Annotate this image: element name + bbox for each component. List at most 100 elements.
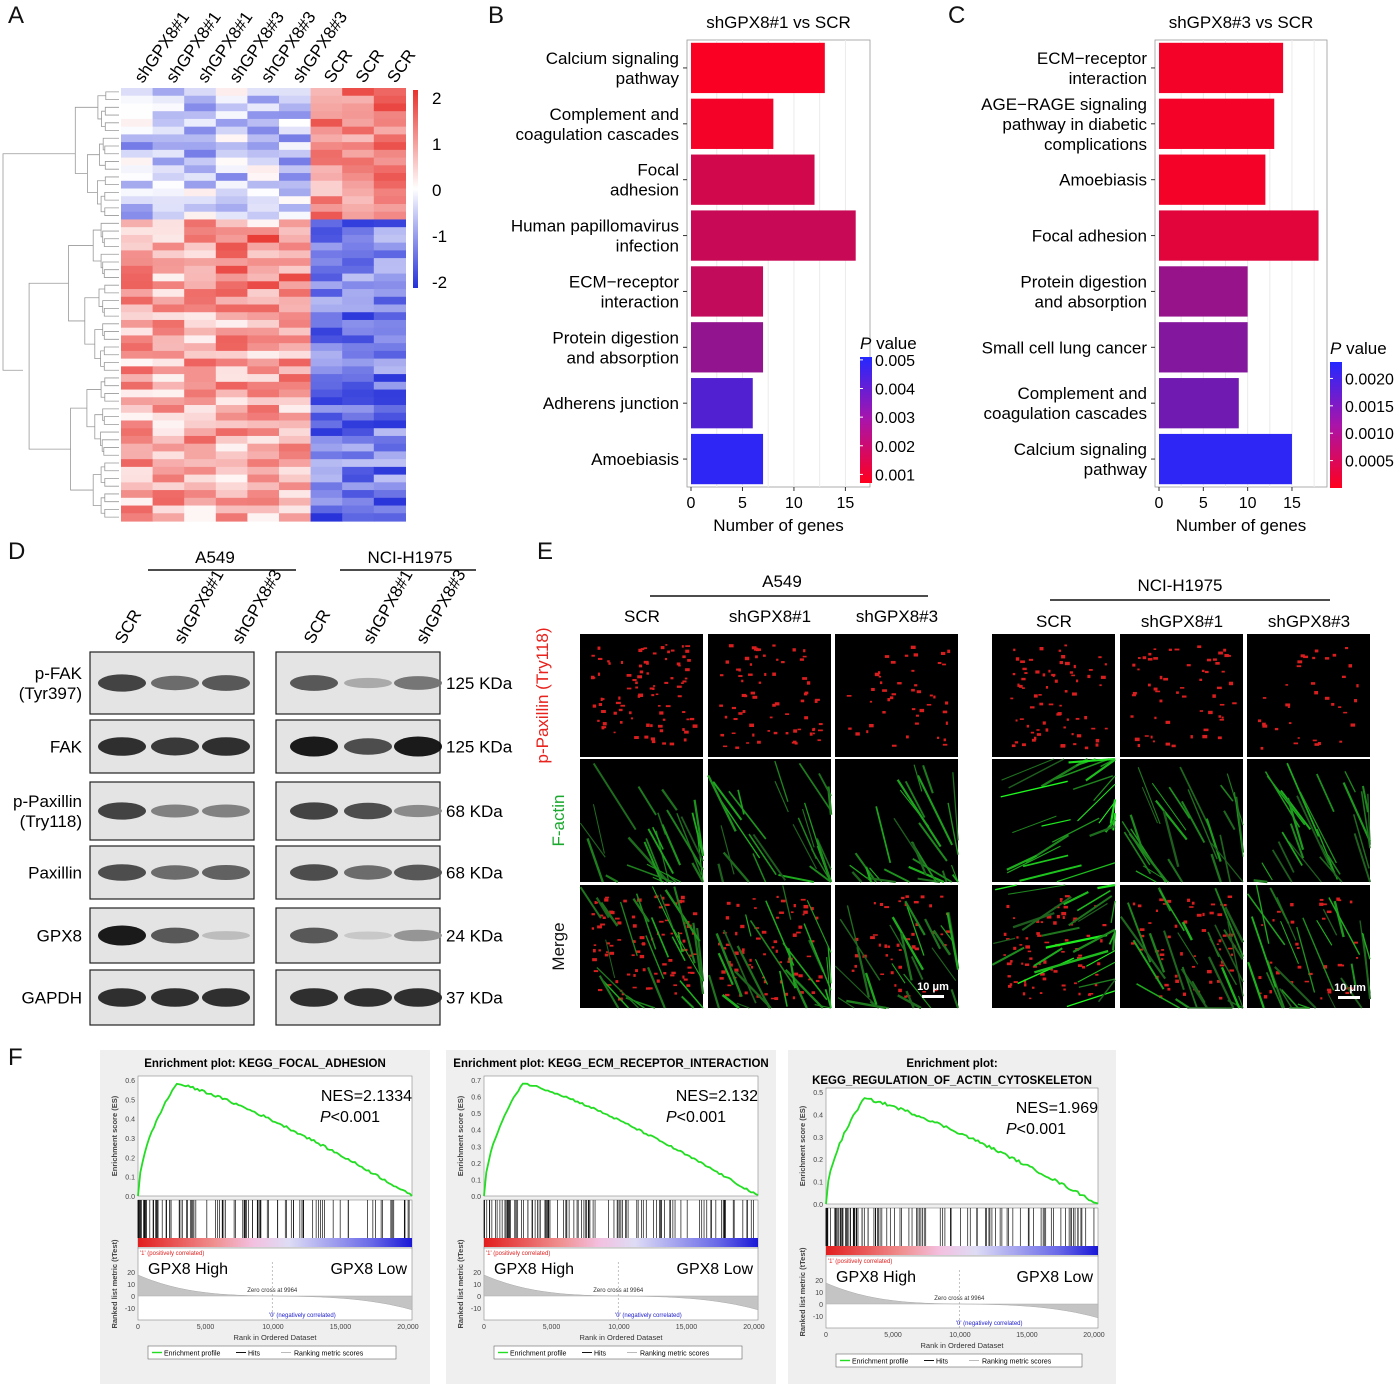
protein-band bbox=[290, 802, 338, 820]
focal-adhesion-spot bbox=[879, 902, 884, 907]
actin-fiber bbox=[940, 925, 954, 943]
actin-fiber bbox=[1210, 853, 1222, 883]
heatmap-cell bbox=[373, 366, 406, 375]
heatmap-cell bbox=[247, 157, 280, 166]
heatmap-cell bbox=[215, 497, 248, 507]
protein-band bbox=[344, 802, 392, 820]
heatmap-cell bbox=[373, 173, 406, 182]
bar bbox=[1159, 154, 1266, 205]
heatmap-cell bbox=[247, 482, 280, 491]
heatmap-cell bbox=[342, 358, 375, 367]
colorbar-tick-label: 0.0010 bbox=[1345, 426, 1394, 443]
focal-adhesion-spot bbox=[750, 691, 756, 695]
heatmap-cell bbox=[310, 180, 343, 190]
focal-adhesion-spot bbox=[684, 730, 689, 734]
heatmap-cell bbox=[215, 435, 248, 445]
actin-fiber bbox=[1322, 908, 1338, 936]
dendrogram-branch bbox=[92, 474, 102, 506]
actin-fiber bbox=[931, 947, 957, 982]
heatmap-cell bbox=[247, 289, 280, 298]
heatmap-cell bbox=[184, 435, 217, 445]
focal-adhesion-spot bbox=[1161, 949, 1165, 951]
high-group-label: GPX8 High bbox=[494, 1261, 574, 1278]
panel-label-f: F bbox=[8, 1044, 23, 1071]
actin-fiber bbox=[1119, 915, 1167, 980]
actin-fiber bbox=[707, 774, 737, 832]
positive-label: '1' (positively correlated) bbox=[486, 1251, 550, 1257]
heatmap-cell bbox=[342, 250, 375, 259]
focal-adhesion-spot bbox=[1150, 735, 1153, 739]
actin-fiber bbox=[635, 893, 657, 950]
focal-adhesion-spot bbox=[1015, 657, 1020, 661]
focal-adhesion-spot bbox=[618, 708, 623, 712]
actin-fiber bbox=[1191, 980, 1206, 1004]
heatmap-cell bbox=[121, 304, 154, 313]
focal-adhesion-spot bbox=[790, 911, 794, 914]
focal-adhesion-spot bbox=[607, 660, 610, 663]
focal-adhesion-spot bbox=[1012, 672, 1016, 676]
heatmap-cell bbox=[152, 397, 185, 406]
focal-adhesion-spot bbox=[591, 677, 596, 679]
heatmap-cell bbox=[152, 490, 185, 499]
focal-adhesion-spot bbox=[1059, 898, 1063, 901]
focal-adhesion-spot bbox=[891, 693, 896, 696]
nes-value: NES=1.969 bbox=[1016, 1100, 1098, 1117]
focal-adhesion-spot bbox=[646, 672, 649, 675]
focal-adhesion-spot bbox=[741, 693, 747, 697]
category-label: coagulation cascades bbox=[515, 125, 679, 144]
actin-fiber bbox=[717, 863, 725, 883]
heatmap-cell bbox=[247, 196, 280, 205]
actin-fiber bbox=[1209, 938, 1238, 986]
actin-fiber bbox=[691, 862, 704, 883]
heatmap-cell bbox=[310, 381, 343, 391]
focal-adhesion-spot bbox=[1314, 649, 1319, 653]
heatmap-cell bbox=[373, 88, 406, 97]
heatmap-cell bbox=[342, 389, 375, 398]
focal-adhesion-spot bbox=[738, 712, 743, 715]
heatmap-colorbar-tick: -1 bbox=[432, 227, 447, 246]
focal-adhesion-spot bbox=[798, 925, 803, 929]
focal-adhesion-spot bbox=[1057, 712, 1062, 716]
dendrogram-branch bbox=[100, 253, 119, 269]
category-label: pathway bbox=[1084, 460, 1148, 479]
actin-fiber bbox=[1077, 783, 1116, 822]
focal-adhesion-spot bbox=[748, 673, 753, 676]
focal-adhesion-spot bbox=[736, 903, 740, 907]
focal-adhesion-spot bbox=[1104, 727, 1108, 730]
es-y-tick-label: 0.6 bbox=[471, 1095, 481, 1102]
es-plot-area bbox=[825, 1087, 1099, 1205]
heatmap-cell bbox=[184, 134, 217, 143]
focal-adhesion-spot bbox=[1031, 738, 1036, 742]
heatmap-cell bbox=[279, 381, 312, 391]
focal-adhesion-spot bbox=[762, 654, 766, 657]
actin-fiber bbox=[1286, 762, 1320, 837]
heatmap-cell bbox=[373, 397, 406, 406]
focal-adhesion-spot bbox=[643, 647, 648, 650]
es-y-tick-label: 0.1 bbox=[471, 1177, 481, 1184]
focal-adhesion-spot bbox=[1051, 673, 1056, 677]
actin-fiber bbox=[1155, 799, 1188, 841]
focal-adhesion-spot bbox=[874, 672, 880, 677]
dendrogram-branch bbox=[103, 447, 119, 456]
scale-bar-label: 10 μm bbox=[917, 981, 949, 993]
heatmap-a: shGPX8#1shGPX8#1shGPX8#1shGPX8#3shGPX8#3… bbox=[2, 8, 447, 522]
focal-adhesion-spot bbox=[911, 688, 915, 692]
actin-fiber bbox=[827, 946, 832, 984]
dendrogram-branch bbox=[104, 393, 119, 402]
es-plot-area bbox=[483, 1075, 759, 1197]
focal-adhesion-spot bbox=[1007, 975, 1011, 978]
focal-adhesion-spot bbox=[740, 924, 745, 929]
focal-adhesion-spot bbox=[632, 924, 637, 928]
rank-y-tick-label: 0 bbox=[477, 1294, 481, 1301]
heatmap-cell bbox=[310, 482, 343, 491]
focal-adhesion-spot bbox=[1019, 718, 1024, 720]
focal-adhesion-spot bbox=[896, 943, 900, 947]
heatmap-cell bbox=[184, 412, 217, 422]
focal-adhesion-spot bbox=[764, 993, 768, 996]
heatmap-cell bbox=[373, 142, 406, 151]
heatmap-cell bbox=[215, 420, 248, 429]
heatmap-cell bbox=[215, 350, 248, 360]
heatmap-cell bbox=[121, 435, 154, 445]
dendrogram-branch bbox=[104, 106, 119, 116]
focal-adhesion-spot bbox=[911, 932, 915, 936]
